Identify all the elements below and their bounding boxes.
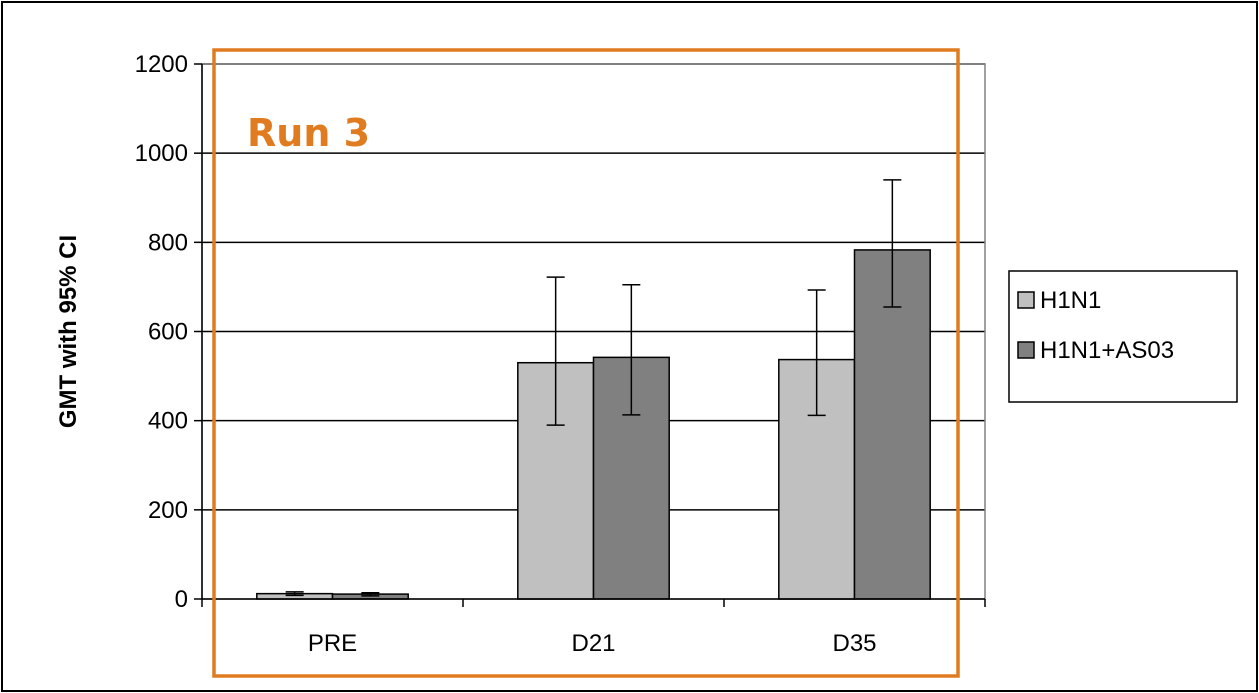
axes xyxy=(194,63,986,607)
run-annotation: Run 3 xyxy=(247,111,370,155)
y-axis-title: GMT with 95% CI xyxy=(55,235,82,428)
highlight-box xyxy=(212,48,960,678)
y-tick-label: 1000 xyxy=(135,140,188,167)
legend-swatch xyxy=(1017,291,1035,309)
x-tick-label: D21 xyxy=(571,630,615,657)
bars xyxy=(256,249,931,600)
y-tick-labels: 0 200 400 600 800 1000 1200 xyxy=(135,51,188,613)
legend-swatch xyxy=(1017,341,1035,359)
y-tick-label: 200 xyxy=(148,497,188,524)
error-bars xyxy=(285,179,902,597)
legend: H1N1 H1N1+AS03 xyxy=(1008,270,1238,403)
y-tick-label: 800 xyxy=(148,229,188,256)
legend-label: H1N1 xyxy=(1040,287,1101,314)
y-tick-label: 600 xyxy=(148,319,188,346)
y-tick-label: 400 xyxy=(148,408,188,435)
x-tick-label: D35 xyxy=(832,630,876,657)
y-tick-label: 1200 xyxy=(135,51,188,78)
legend-box xyxy=(1008,270,1238,403)
bar xyxy=(853,249,931,600)
legend-label: H1N1+AS03 xyxy=(1040,337,1174,364)
y-tick-label: 0 xyxy=(175,586,188,613)
x-tick-label: PRE xyxy=(308,630,357,657)
x-tick-labels: PRE D21 D35 xyxy=(308,630,877,657)
